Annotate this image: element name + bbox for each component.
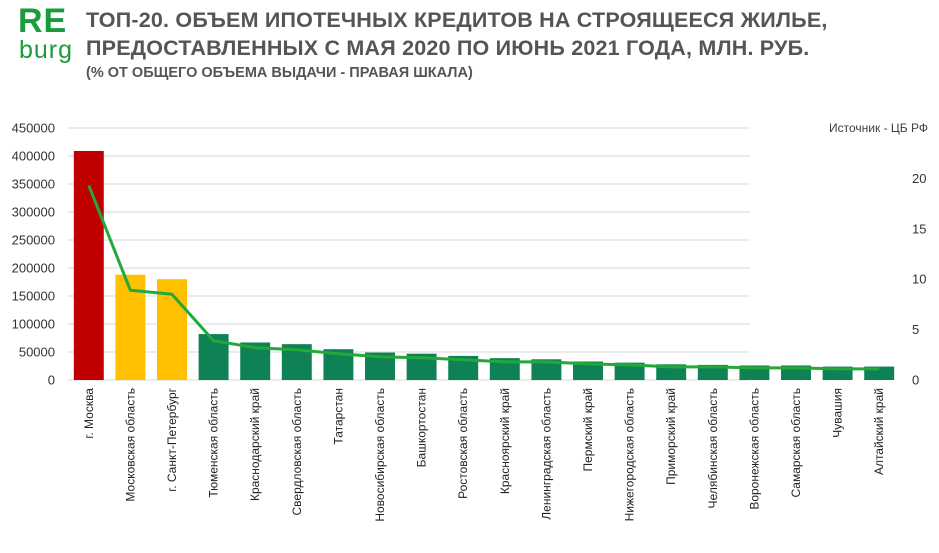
source-note: Источник - ЦБ РФ [829, 121, 928, 135]
chart-title-line1: ТОП-20. ОБЪЕМ ИПОТЕЧНЫХ КРЕДИТОВ НА СТРО… [86, 8, 828, 32]
left-tick-label: 0 [48, 373, 55, 388]
chart-subtitle: (% ОТ ОБЩЕГО ОБЪЕМА ВЫДАЧИ - ПРАВАЯ ШКАЛ… [86, 65, 473, 81]
category-label: Чувашия [831, 388, 845, 438]
left-tick-label: 450000 [12, 121, 55, 136]
left-tick-label: 50000 [19, 345, 55, 360]
category-label: Красноярский край [498, 388, 512, 494]
category-label: Татарстан [331, 388, 345, 445]
left-tick-label: 200000 [12, 261, 55, 276]
share-line-path [87, 184, 880, 371]
category-label: Краснодарский край [248, 388, 262, 501]
chart-title-line2: ПРЕДОСТАВЛЕННЫХ С МАЯ 2020 ПО ИЮНЬ 2021 … [86, 36, 810, 60]
bar-16 [697, 364, 728, 380]
category-label: Приморский край [664, 388, 678, 485]
category-label: Ленинградская область [539, 388, 553, 520]
chart-title: ТОП-20. ОБЪЕМ ИПОТЕЧНЫХ КРЕДИТОВ НА СТРО… [86, 6, 828, 62]
bar-11 [489, 358, 520, 380]
right-tick-label: 5 [912, 322, 919, 337]
logo-re-text: RE [18, 2, 68, 40]
category-label: Ростовская область [456, 388, 470, 499]
bars [73, 150, 895, 380]
left-tick-label: 150000 [12, 289, 55, 304]
category-label: г. Москва [82, 388, 96, 439]
bar-1 [73, 150, 104, 380]
category-label: г. Санкт-Петербург [165, 387, 179, 491]
category-label: Нижегородская область [623, 388, 637, 521]
category-label: Башкортостан [415, 388, 429, 467]
bar-13 [573, 361, 603, 380]
left-tick-label: 100000 [12, 317, 55, 332]
right-tick-label: 0 [912, 373, 919, 388]
right-tick-label: 20 [912, 171, 926, 186]
right-tick-label: 10 [912, 272, 926, 287]
left-tick-label: 400000 [12, 149, 55, 164]
left-tick-label: 250000 [12, 233, 55, 248]
category-label: Воронежская область [747, 388, 761, 510]
right-axis: 0 5 10 15 20 [912, 171, 926, 388]
right-tick-label: 15 [912, 221, 926, 236]
share-line [87, 184, 880, 371]
left-axis: 0 50000 100000 150000 200000 250000 300000 3500… [12, 121, 55, 388]
category-label: Пермский край [581, 388, 595, 472]
bar-14 [614, 362, 645, 380]
category-labels: г. Москва Московская область г. Санкт-Пете… [82, 387, 886, 521]
left-tick-label: 300000 [12, 205, 55, 220]
category-label: Свердловская область [290, 388, 304, 515]
category-label: Новосибирская область [373, 388, 387, 522]
category-label: Тюменская область [207, 388, 221, 498]
category-label: Московская область [123, 388, 137, 502]
logo-burg-text: burg [19, 36, 74, 64]
category-label: Самарская область [789, 388, 803, 498]
left-tick-label: 350000 [12, 177, 55, 192]
reburg-logo: RE burg [18, 2, 78, 64]
bar-12 [531, 359, 562, 380]
category-label: Алтайский край [872, 388, 886, 475]
category-label: Челябинская область [706, 388, 720, 508]
